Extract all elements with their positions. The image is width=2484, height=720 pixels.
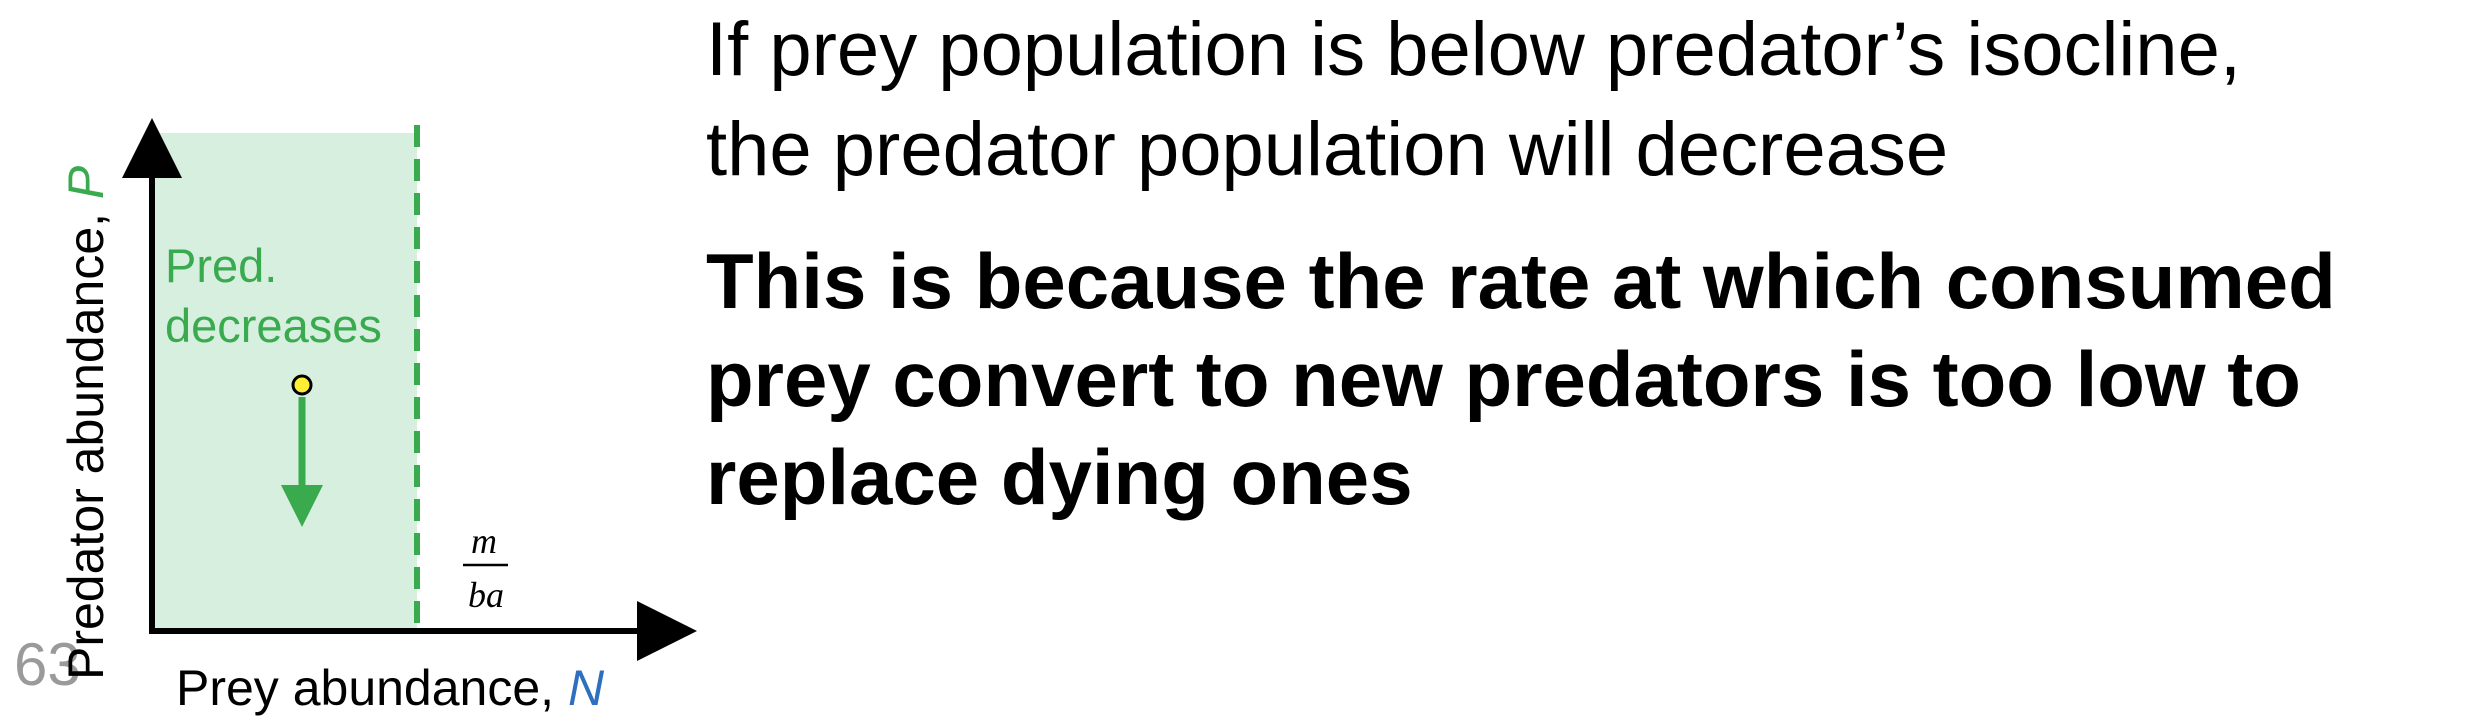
- statement-text: If prey population is below predator’s i…: [706, 0, 2466, 200]
- explanation-line-1: This is because the rate at which consum…: [706, 237, 2336, 325]
- population-point: [291, 374, 313, 396]
- slide-number: 63: [14, 631, 81, 698]
- explanation-line-2: prey convert to new predators is too low…: [706, 335, 2301, 423]
- explanation-line-3: replace dying ones: [706, 433, 1413, 521]
- statement-line-1: If prey population is below predator’s i…: [706, 7, 2241, 92]
- isocline-numerator: m: [471, 521, 497, 561]
- y-axis-title: Predator abundance, P: [58, 165, 114, 680]
- statement-line-2: the predator population will decrease: [706, 107, 1949, 192]
- x-axis-label: Prey abundance,: [176, 660, 568, 716]
- x-axis-title: Prey abundance, N: [176, 660, 605, 716]
- x-axis-variable: N: [568, 660, 605, 716]
- isocline-denominator: ba: [468, 575, 504, 615]
- region-label-line2: decreases: [165, 299, 382, 352]
- predator-decrease-region: [152, 133, 417, 631]
- isocline-diagram: Pred. decreases m ba 63 Predator abundan…: [14, 118, 697, 716]
- y-axis-label: Predator abundance,: [58, 199, 114, 680]
- region-label-line1: Pred.: [165, 239, 277, 292]
- explanation-text: This is because the rate at which consum…: [706, 232, 2476, 526]
- y-axis-variable: P: [58, 165, 114, 199]
- region-label: Pred. decreases: [165, 239, 382, 352]
